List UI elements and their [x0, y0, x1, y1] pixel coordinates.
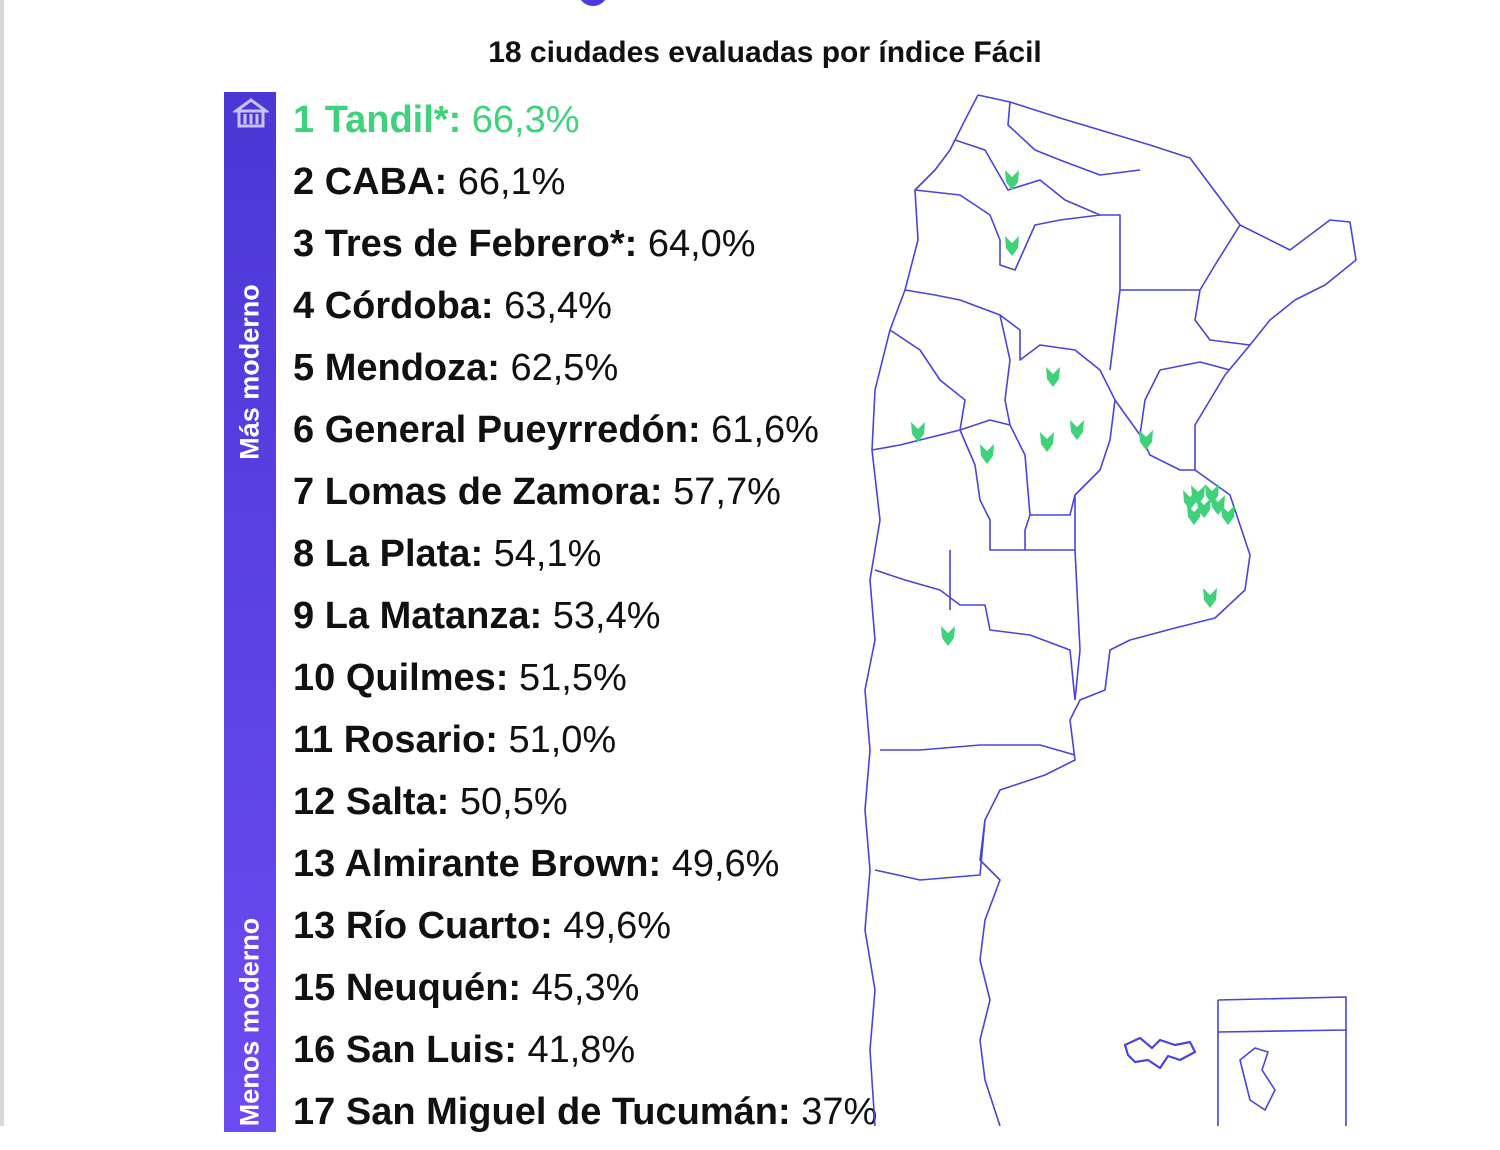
- ranking-value: 50,5%: [459, 781, 568, 823]
- city-marker-icon: [1005, 170, 1019, 190]
- city-marker-icon: [941, 626, 955, 646]
- ranking-city: Tres de Febrero*: [324, 223, 625, 265]
- ranking-position: 12: [293, 781, 336, 823]
- ranking-city: General Pueyrredón: [324, 409, 688, 451]
- ranking-row: 13 Río Cuarto: 49,6%: [293, 905, 672, 947]
- ranking-value: 49,6%: [563, 905, 672, 947]
- ranking-value: 51,0%: [508, 719, 617, 761]
- ranking-value: 62,5%: [510, 347, 619, 389]
- city-marker-icon: [1139, 430, 1153, 450]
- ranking-city: Quilmes: [345, 657, 496, 699]
- chart-subtitle: 18 ciudades evaluadas por índice Fácil: [488, 36, 1042, 69]
- ranking-city: Tandil*: [324, 99, 449, 141]
- ranking-position: 10: [293, 657, 336, 699]
- title-fragment: [578, 0, 608, 6]
- city-marker-icon: [1205, 484, 1219, 504]
- ranking-list: 1 Tandil*: 66,3% 2 CABA: 66,1% 3 Tres de F…: [293, 96, 953, 1150]
- ranking-position: 6: [293, 409, 315, 451]
- city-marker-icon: [1203, 588, 1217, 608]
- city-marker-icon: [980, 444, 994, 464]
- ranking-row: 13 Almirante Brown: 49,6%: [293, 843, 780, 885]
- ranking-value: 45,3%: [531, 967, 640, 1009]
- city-marker-icon: [1040, 432, 1054, 452]
- city-marker-icon: [1005, 236, 1019, 256]
- ranking-city: CABA: [324, 161, 435, 203]
- ranking-position: 9: [293, 595, 315, 637]
- city-marker-icon: [1046, 367, 1060, 387]
- ranking-row: 3 Tres de Febrero*: 64,0%: [293, 223, 756, 265]
- ranking-position: 5: [293, 347, 315, 389]
- building-icon: [231, 96, 271, 137]
- ranking-value: 66,3%: [471, 99, 580, 141]
- ranking-city: Lomas de Zamora: [324, 471, 650, 513]
- page-left-edge: [0, 0, 4, 1126]
- argentina-map: [864, 94, 1357, 1126]
- ranking-value: 41,8%: [527, 1029, 636, 1071]
- ranking-value: 66,1%: [457, 161, 566, 203]
- ranking-row: 11 Rosario: 51,0%: [293, 719, 617, 761]
- ranking-position: 2: [293, 161, 315, 203]
- ranking-value: 51,5%: [519, 657, 627, 699]
- ranking-value: 49,6%: [671, 843, 780, 885]
- modernity-scale-bar: Más moderno Menos moderno: [224, 92, 276, 1132]
- ranking-value: 63,4%: [504, 285, 612, 327]
- city-marker-icon: [911, 422, 925, 442]
- ranking-position: 4: [293, 285, 315, 327]
- city-marker-icon: [1070, 420, 1084, 440]
- ranking-position: 7: [293, 471, 315, 513]
- ranking-row: 8 La Plata: 54,1%: [293, 533, 602, 575]
- ranking-city: Río Cuarto: [345, 905, 541, 947]
- ranking-row: 4 Córdoba: 63,4%: [293, 285, 612, 327]
- ranking-row: 5 Mendoza: 62,5%: [293, 347, 619, 389]
- scale-label-top: Más moderno: [234, 284, 265, 460]
- city-marker-icon: [1197, 498, 1211, 518]
- ranking-position: 1: [293, 99, 315, 141]
- ranking-row: 2 CABA: 66,1%: [293, 161, 566, 203]
- malvinas-islands: [1123, 1036, 1197, 1070]
- ranking-position: 13: [293, 843, 336, 885]
- ranking-position: 16: [293, 1029, 336, 1071]
- ranking-city: San Miguel de Tucumán: [345, 1091, 778, 1133]
- ranking-city: Córdoba: [324, 285, 481, 327]
- ranking-value: 64,0%: [647, 223, 756, 265]
- ranking-city: San Luis: [345, 1029, 505, 1071]
- ranking-row: 6 General Pueyrredón: 61,6%: [293, 409, 819, 451]
- ranking-city: Rosario: [343, 719, 486, 761]
- ranking-city: Salta: [345, 781, 437, 823]
- ranking-city: Mendoza: [324, 347, 488, 389]
- city-marker-icon: [1191, 485, 1205, 505]
- city-marker-icon: [1221, 505, 1235, 525]
- ranking-row: 15 Neuquén: 45,3%: [293, 967, 640, 1009]
- ranking-position: 17: [293, 1091, 336, 1133]
- ranking-row: 1 Tandil*: 66,3%: [293, 99, 580, 141]
- scale-label-bottom: Menos moderno: [234, 917, 265, 1127]
- ranking-position: 11: [293, 719, 334, 761]
- ranking-position: 8: [293, 533, 315, 575]
- ranking-value: 61,6%: [711, 409, 819, 451]
- ranking-city: La Matanza: [324, 595, 530, 637]
- ranking-row: 7 Lomas de Zamora: 57,7%: [293, 471, 781, 513]
- ranking-value: 53,4%: [552, 595, 661, 637]
- ranking-city: La Plata: [324, 533, 471, 575]
- city-marker-icon: [1187, 505, 1201, 525]
- ranking-value: 54,1%: [493, 533, 602, 575]
- ranking-row: 12 Salta: 50,5%: [293, 781, 568, 823]
- ranking-row: 17 San Miguel de Tucumán: 37%: [293, 1091, 878, 1133]
- country-outline: [977, 94, 1357, 1126]
- ranking-row: 16 San Luis: 41,8%: [293, 1029, 636, 1071]
- ranking-position: 13: [293, 905, 336, 947]
- ranking-city: Almirante Brown: [344, 843, 649, 885]
- ranking-value: 57,7%: [673, 471, 781, 513]
- ranking-position: 15: [293, 967, 336, 1009]
- province-borders: [871, 101, 1251, 881]
- antarctica-inset: [1217, 996, 1347, 1126]
- ranking-row: 10 Quilmes: 51,5%: [293, 657, 627, 699]
- ranking-position: 3: [293, 223, 315, 265]
- ranking-city: Neuquén: [345, 967, 509, 1009]
- ranking-row: 9 La Matanza: 53,4%: [293, 595, 661, 637]
